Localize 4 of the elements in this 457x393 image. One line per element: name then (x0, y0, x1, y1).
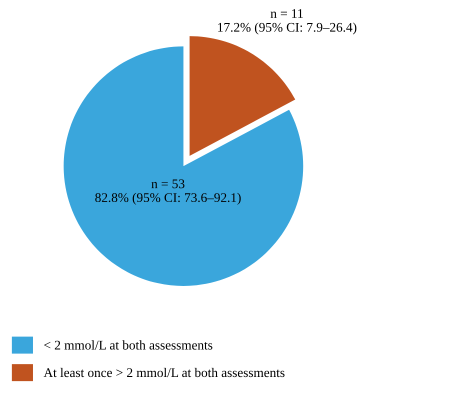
data-label: n = 53 82.8% (95% CI: 73.6–92.1) (95, 179, 241, 205)
legend-label: At least once > 2 mmol/L at both assessments (44, 368, 285, 378)
legend-label: < 2 mmol/L at both assessments (44, 340, 212, 350)
data-label: n = 11 17.2% (95% CI: 7.9–26.4) (218, 9, 356, 34)
